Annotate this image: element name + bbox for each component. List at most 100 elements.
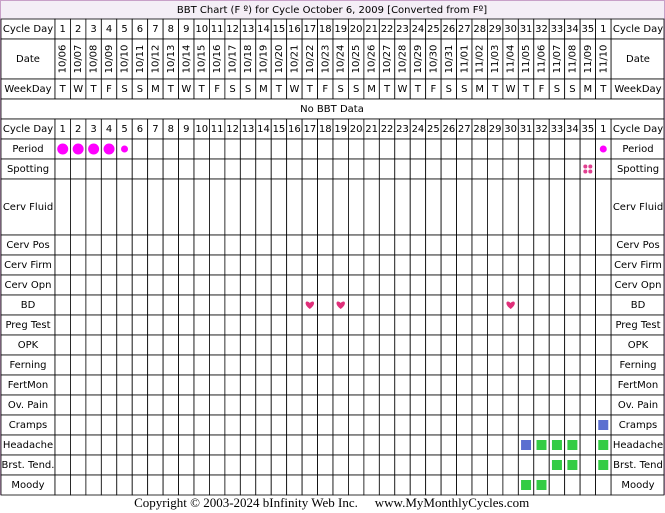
cell — [502, 414, 519, 436]
cell — [564, 374, 581, 396]
cycle-day: 9 — [183, 24, 189, 35]
date: 10/19 — [259, 45, 270, 74]
cell — [440, 394, 457, 416]
cell — [564, 274, 581, 296]
date: 11/04 — [506, 45, 517, 74]
cell — [332, 434, 349, 456]
cell — [502, 274, 519, 296]
cell — [440, 158, 457, 180]
cell — [378, 434, 396, 456]
cell — [286, 138, 303, 160]
copyright: Copyright © 2003-2024 bInfinity Web Inc. — [134, 495, 358, 510]
cycle-day: 18 — [319, 24, 332, 35]
row-label: Cerv Fluid — [3, 202, 53, 213]
cell — [209, 294, 226, 316]
cycle-day: 31 — [520, 24, 533, 35]
cell — [394, 354, 411, 376]
cell — [378, 138, 396, 160]
cell — [178, 234, 195, 256]
cell — [548, 138, 566, 160]
cell — [224, 474, 241, 496]
row-label: Cerv Firm — [4, 260, 52, 271]
cell — [70, 434, 87, 456]
cell — [162, 254, 179, 276]
cell — [378, 394, 396, 416]
date: 11/01 — [459, 45, 470, 74]
weekday: M — [584, 84, 593, 95]
cell — [332, 334, 349, 356]
cell — [286, 414, 303, 436]
cell — [487, 274, 504, 296]
cell — [193, 254, 210, 276]
cell — [502, 454, 519, 476]
cycle-day: 33 — [551, 24, 564, 35]
cell — [487, 474, 504, 496]
date: 10/22 — [305, 45, 316, 74]
cell — [394, 178, 411, 236]
cell — [209, 334, 226, 356]
symptom — [536, 440, 547, 450]
cell — [239, 374, 257, 396]
cell — [286, 374, 303, 396]
cell — [131, 138, 149, 160]
cell — [209, 414, 226, 436]
cell — [317, 178, 334, 236]
cell — [100, 374, 118, 396]
cell — [162, 394, 179, 416]
cell — [533, 138, 550, 160]
cell — [178, 334, 195, 356]
cell — [193, 434, 210, 456]
chart-title: BBT Chart (F º) for Cycle October 6, 200… — [177, 5, 487, 16]
cell — [332, 314, 349, 336]
date: 10/10 — [120, 45, 131, 74]
weekday: M — [367, 84, 376, 95]
cell — [548, 274, 566, 296]
cell — [147, 454, 164, 476]
row-label: OPK — [18, 340, 39, 351]
cell — [425, 234, 442, 256]
cell — [178, 434, 195, 456]
row-label-right: Cycle Day — [613, 24, 663, 35]
spot-dot — [583, 164, 588, 169]
cell — [209, 454, 226, 476]
cell — [224, 334, 241, 356]
cell — [425, 158, 442, 180]
cell — [70, 158, 87, 180]
cell — [270, 254, 288, 276]
weekday: W — [73, 84, 83, 95]
cell — [224, 178, 241, 236]
cell — [440, 294, 457, 316]
cell — [209, 354, 226, 376]
cycle-day: 18 — [319, 124, 332, 135]
cell — [533, 454, 550, 476]
cell — [286, 474, 303, 496]
cell — [595, 394, 612, 416]
cell — [100, 274, 118, 296]
cell — [100, 334, 118, 356]
symptom — [598, 460, 609, 470]
cell — [178, 158, 195, 180]
cell — [131, 474, 149, 496]
cell — [255, 274, 272, 296]
cycle-day: 13 — [242, 124, 255, 135]
cell — [301, 158, 318, 180]
cell — [147, 254, 164, 276]
cell — [456, 314, 473, 336]
cell — [517, 354, 535, 376]
cell — [270, 274, 288, 296]
cell — [178, 354, 195, 376]
cell — [471, 454, 488, 476]
cell — [348, 294, 365, 316]
row-label-right: Cerv Firm — [614, 260, 662, 271]
cycle-day: 27 — [458, 124, 471, 135]
cell — [286, 158, 303, 180]
cell — [178, 294, 195, 316]
cell — [255, 454, 272, 476]
cell — [502, 374, 519, 396]
cell — [100, 434, 118, 456]
weekday: T — [306, 84, 314, 95]
cell — [286, 274, 303, 296]
cell — [239, 314, 257, 336]
cell — [193, 138, 210, 160]
cell — [502, 138, 519, 160]
